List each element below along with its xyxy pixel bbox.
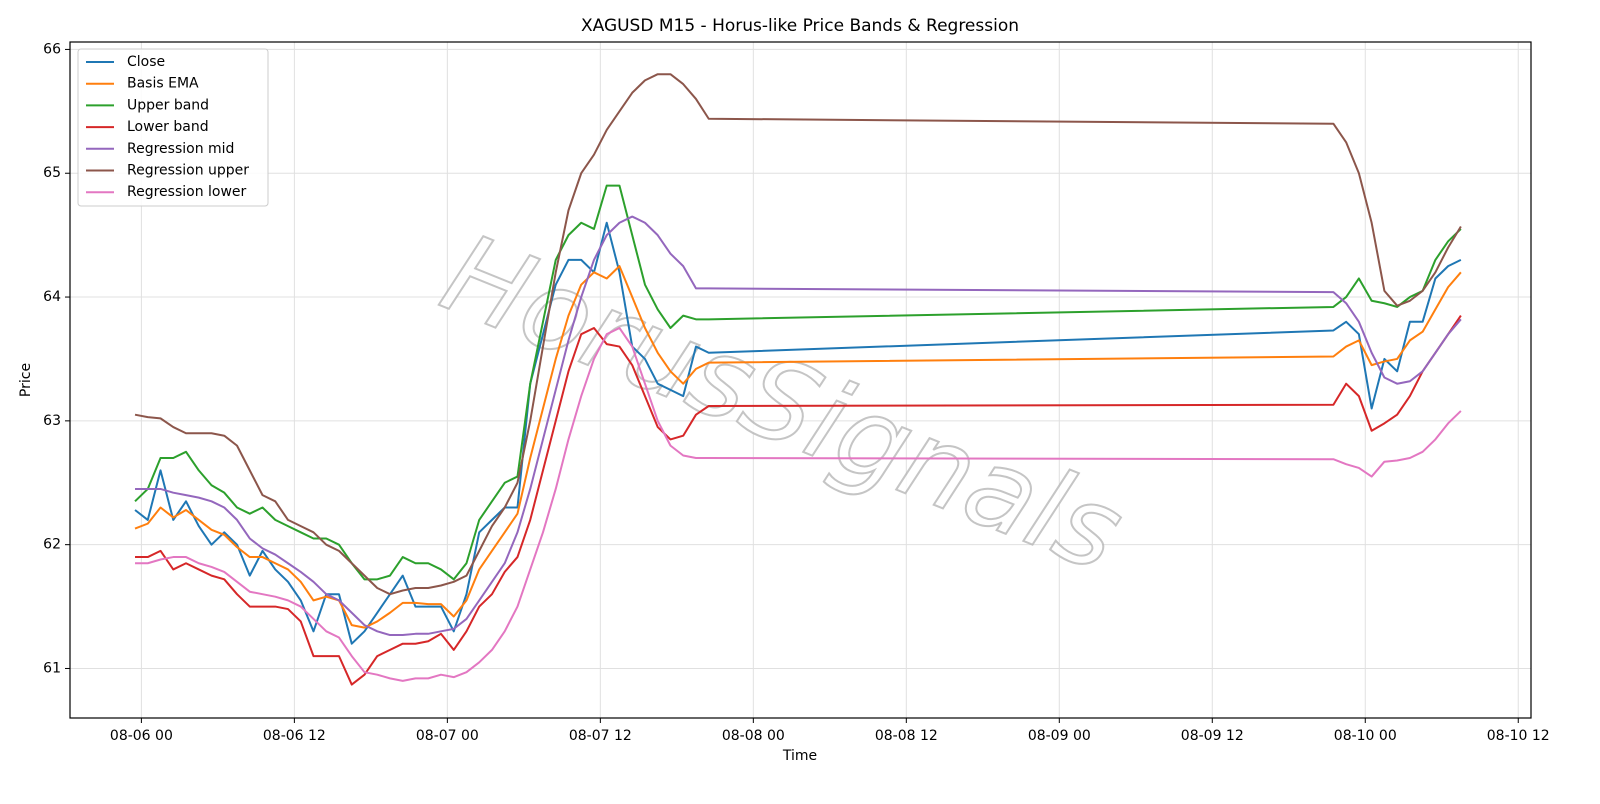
x-tick-label: 08-08 12	[875, 728, 938, 744]
series-line	[134, 265, 1462, 629]
series-line	[134, 73, 1462, 596]
y-tick-label: 61	[43, 660, 61, 676]
x-tick-label: 08-06 12	[263, 728, 326, 744]
legend-label: Regression upper	[127, 163, 249, 179]
x-tick-label: 08-09 12	[1181, 728, 1244, 744]
legend-box	[77, 48, 269, 207]
legend-label: Regression mid	[127, 141, 234, 157]
x-tick-label: 08-10 12	[1487, 728, 1550, 744]
series-group	[134, 73, 1462, 686]
series-line	[135, 215, 1462, 637]
y-tick-label: 63	[43, 413, 61, 429]
series-line	[135, 327, 1462, 682]
x-tick-label: 08-06 00	[110, 728, 173, 744]
y-tick-label: 64	[43, 289, 61, 305]
series-line	[135, 315, 1462, 686]
legend-label: Upper band	[127, 97, 209, 113]
legend: Close Basis EMA Upper band Lower band Regres…	[77, 48, 269, 207]
legend-label: Basis EMA	[127, 76, 199, 92]
y-tick-label: 66	[43, 41, 61, 57]
series-line	[134, 221, 1462, 645]
plot-frame	[69, 41, 1532, 719]
x-tick-label: 08-07 12	[569, 728, 632, 744]
legend-label: Close	[127, 54, 165, 70]
y-tick-label: 62	[43, 537, 61, 553]
x-tick-label: 08-07 00	[416, 728, 479, 744]
x-tick-label: 08-08 00	[722, 728, 785, 744]
legend-label: Regression lower	[127, 184, 247, 200]
y-axis-label: Price	[18, 363, 34, 397]
x-axis-label: Time	[782, 748, 817, 764]
legend-label: Lower band	[127, 119, 209, 135]
y-tick-label: 65	[43, 165, 61, 181]
chart-title: XAGUSD M15 - Horus-like Price Bands & Re…	[581, 16, 1019, 36]
x-tick-label: 08-10 00	[1334, 728, 1397, 744]
grid	[70, 42, 1531, 718]
x-tick-label: 08-09 00	[1028, 728, 1091, 744]
